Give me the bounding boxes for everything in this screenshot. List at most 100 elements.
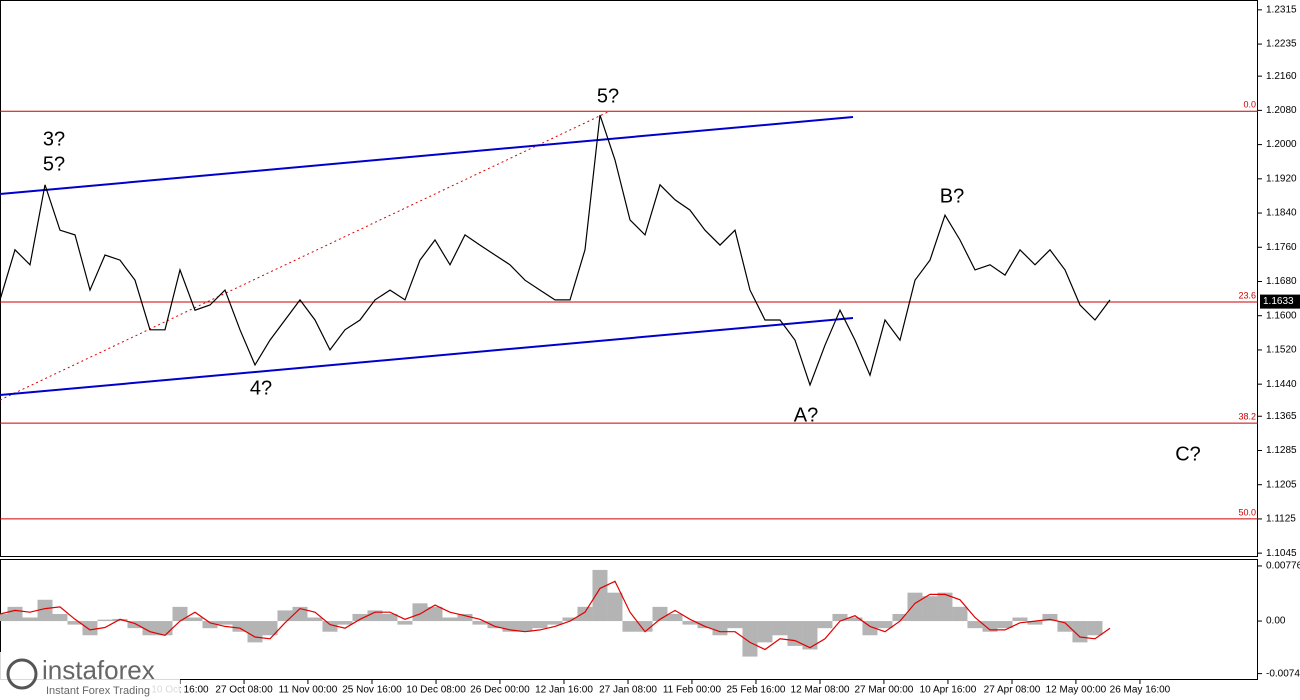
histogram-bar bbox=[547, 621, 563, 625]
histogram-bar bbox=[412, 603, 428, 622]
histogram-bar bbox=[802, 621, 818, 650]
last-price-box bbox=[1260, 294, 1300, 309]
logo-name: instaforex bbox=[42, 655, 155, 685]
histogram-bar bbox=[907, 592, 923, 622]
y-tick-label: 1.2000 bbox=[1266, 139, 1297, 150]
histogram-bar bbox=[967, 621, 983, 629]
y-tick-label: 1.1205 bbox=[1266, 479, 1297, 490]
channel-upper bbox=[0, 116, 854, 195]
wave-label: C? bbox=[1175, 443, 1201, 465]
histogram-bar bbox=[697, 621, 713, 629]
wave-label: A? bbox=[794, 404, 818, 426]
y-tick-label: 1.2235 bbox=[1266, 39, 1297, 50]
histogram-bar bbox=[892, 613, 908, 622]
fib-line bbox=[0, 111, 609, 401]
histogram-bar bbox=[202, 621, 218, 629]
histogram-bar bbox=[7, 606, 23, 622]
histogram-bar bbox=[427, 606, 443, 622]
histogram-bar bbox=[682, 621, 698, 625]
logo-box bbox=[0, 652, 180, 700]
histogram-bar bbox=[67, 621, 83, 625]
last-price-label: 1.1633 bbox=[1263, 296, 1294, 307]
logo-tagline: Instant Forex Trading bbox=[46, 685, 150, 697]
histogram-bar bbox=[727, 621, 743, 629]
y-tick-label: 1.1125 bbox=[1266, 514, 1296, 525]
histogram-bar bbox=[622, 621, 638, 632]
x-tick-label: 26 May 16:00 bbox=[1110, 685, 1171, 696]
histogram-bar bbox=[142, 621, 158, 636]
histogram-bar bbox=[877, 621, 893, 629]
histogram-bar bbox=[832, 613, 848, 622]
histogram-bar bbox=[277, 610, 293, 622]
wave-label: B? bbox=[940, 185, 964, 207]
y-tick-label: 1.1520 bbox=[1266, 345, 1297, 356]
x-tick-label: 26 Dec 00:00 bbox=[470, 685, 530, 696]
y-tick-label: 1.1045 bbox=[1266, 548, 1297, 559]
wave-label: 5? bbox=[597, 85, 619, 107]
histogram-bar bbox=[307, 617, 323, 622]
y-tick-label: 1.2080 bbox=[1266, 105, 1297, 116]
histogram-bar bbox=[472, 621, 488, 625]
histogram-bar bbox=[292, 606, 308, 622]
price-line bbox=[0, 114, 1111, 387]
histogram-bar bbox=[862, 621, 878, 636]
histogram-bar bbox=[0, 613, 8, 622]
histogram-bar bbox=[847, 617, 863, 622]
histogram-bar bbox=[1027, 621, 1043, 625]
plot-layer: 1.2315 1.2235 1.2160 1.2080 1.2000 1.1920 1.18… bbox=[0, 4, 1300, 696]
y-tick-label: 1.2160 bbox=[1266, 71, 1297, 82]
signal-line bbox=[0, 580, 1111, 651]
y-tick-label: 1.1760 bbox=[1266, 242, 1297, 253]
y-tick-label: 1.1920 bbox=[1266, 173, 1297, 184]
logo-icon bbox=[6, 658, 38, 690]
histogram-bar bbox=[757, 621, 773, 643]
histogram-bar bbox=[817, 621, 833, 629]
y-tick-label: 1.1365 bbox=[1266, 411, 1297, 422]
wave-label: 5? bbox=[43, 153, 65, 175]
x-tick-label: 10 Dec 08:00 bbox=[406, 685, 466, 696]
x-tick-label: 10 Apr 16:00 bbox=[920, 685, 977, 696]
histogram-bar bbox=[742, 621, 758, 657]
x-tick-label: 10 Oct 16:00 bbox=[151, 685, 209, 696]
histogram-bar bbox=[772, 621, 788, 636]
histogram-bar bbox=[367, 610, 383, 622]
histogram-bar bbox=[592, 569, 608, 622]
histogram-bar bbox=[157, 621, 173, 636]
histogram-bar bbox=[352, 613, 368, 622]
histogram-bar bbox=[1042, 613, 1058, 622]
histogram-bar bbox=[577, 606, 593, 622]
fib-level-label: 0.0 bbox=[1243, 100, 1256, 110]
channel-lower bbox=[0, 317, 854, 396]
histogram-bar bbox=[457, 613, 473, 622]
histogram-bar bbox=[517, 621, 533, 632]
y-tick-label: -0.0074 bbox=[1266, 668, 1300, 679]
fib-level-label: 23.6 bbox=[1238, 290, 1256, 300]
histogram-bar bbox=[37, 599, 53, 622]
y-tick-label: 1.1840 bbox=[1266, 208, 1297, 219]
histogram-bar bbox=[112, 618, 128, 622]
x-tick-label: 27 Mar 00:00 bbox=[854, 685, 913, 696]
histogram-bar bbox=[52, 613, 68, 622]
x-tick-label: 27 Apr 08:00 bbox=[984, 685, 1041, 696]
y-tick-label: 0.00 bbox=[1266, 616, 1286, 627]
histogram-bar bbox=[247, 621, 263, 643]
y-tick-label: 0.00776 bbox=[1266, 561, 1300, 572]
histogram-bar bbox=[712, 621, 728, 636]
histogram-bar bbox=[1057, 621, 1073, 632]
histogram-bar bbox=[322, 621, 338, 632]
x-tick-label: 11 Nov 00:00 bbox=[279, 685, 338, 696]
histogram-bar bbox=[937, 592, 953, 622]
histogram-bar bbox=[127, 621, 143, 629]
histogram-bar bbox=[502, 621, 518, 632]
histogram-bar bbox=[217, 621, 233, 625]
histogram-bar bbox=[442, 617, 458, 622]
histogram-bar bbox=[1012, 617, 1028, 622]
histogram-bar bbox=[397, 621, 413, 625]
y-tick-label: 1.2315 bbox=[1266, 4, 1297, 15]
x-tick-label: 27 Jan 08:00 bbox=[599, 685, 657, 696]
histogram-bar bbox=[952, 606, 968, 622]
y-tick-label: 1.1285 bbox=[1266, 445, 1297, 456]
histogram-bar bbox=[562, 617, 578, 622]
histogram-bar bbox=[997, 621, 1013, 629]
